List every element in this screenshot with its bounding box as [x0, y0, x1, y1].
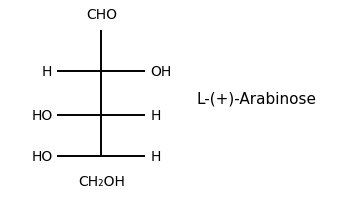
Text: HO: HO: [31, 150, 52, 164]
Text: OH: OH: [150, 65, 172, 79]
Text: HO: HO: [31, 108, 52, 122]
Text: H: H: [42, 65, 52, 79]
Text: H: H: [150, 108, 161, 122]
Text: CHO: CHO: [86, 8, 117, 22]
Text: CH₂OH: CH₂OH: [78, 174, 125, 188]
Text: H: H: [150, 150, 161, 164]
Text: L-(+)-Arabinose: L-(+)-Arabinose: [196, 91, 316, 106]
